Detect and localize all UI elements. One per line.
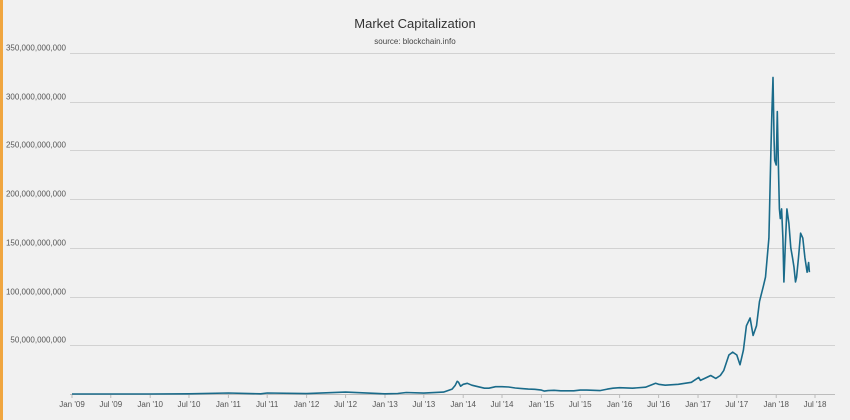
- x-tick-label: Jan '11: [216, 400, 242, 409]
- x-tick-label: Jan '10: [137, 400, 163, 409]
- x-tick-label: Jan '15: [529, 400, 555, 409]
- y-tick-label: 100,000,000,000: [6, 288, 67, 297]
- y-tick-label: 300,000,000,000: [6, 93, 67, 102]
- y-tick-label: 350,000,000,000: [6, 44, 67, 53]
- y-tick-label: 50,000,000,000: [10, 336, 66, 345]
- x-axis-ticks: Jan '09 Jul '09 Jan '10 Jul '10 Jan '11 Jul '…: [59, 394, 827, 409]
- x-tick-label: Jul '16: [647, 400, 670, 409]
- x-tick-label: Jul '13: [412, 400, 435, 409]
- x-tick-label: Jan '16: [607, 400, 633, 409]
- y-axis-ticks: 50,000,000,000 100,000,000,000 150,000,000…: [6, 44, 67, 345]
- market-cap-line: [72, 76, 811, 395]
- x-tick-label: Jan '09: [59, 400, 85, 409]
- x-tick-label: Jul '09: [99, 400, 122, 409]
- x-tick-label: Jan '12: [294, 400, 320, 409]
- gridlines: [70, 53, 835, 395]
- x-tick-label: Jul '11: [256, 400, 279, 409]
- chart-subtitle: source: blockchain.info: [374, 37, 456, 46]
- x-tick-label: Jan '18: [763, 400, 789, 409]
- x-tick-label: Jul '10: [178, 400, 201, 409]
- y-tick-label: 150,000,000,000: [6, 239, 67, 248]
- x-tick-label: Jul '12: [334, 400, 357, 409]
- left-accent-bar: [0, 0, 3, 420]
- chart-title: Market Capitalization: [354, 16, 475, 31]
- y-tick-label: 250,000,000,000: [6, 141, 67, 150]
- x-tick-label: Jul '14: [491, 400, 514, 409]
- x-tick-label: Jul '18: [804, 400, 827, 409]
- y-tick-label: 200,000,000,000: [6, 190, 67, 199]
- x-tick-label: Jan '14: [450, 400, 476, 409]
- x-tick-label: Jul '15: [569, 400, 592, 409]
- series-group: [72, 76, 811, 395]
- x-tick-label: Jul '17: [725, 400, 748, 409]
- x-tick-label: Jan '13: [372, 400, 398, 409]
- x-tick-label: Jan '17: [685, 400, 711, 409]
